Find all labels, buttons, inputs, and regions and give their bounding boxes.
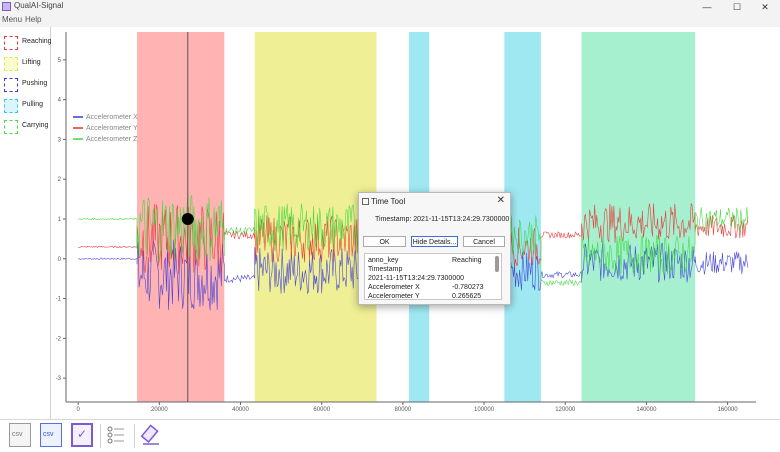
- x-tick-label: 140000: [636, 407, 657, 413]
- label-item-pushing[interactable]: Pushing: [1, 77, 49, 94]
- x-tick-label: 0: [77, 407, 81, 413]
- legend-label: Accelerometer Y: [86, 125, 138, 132]
- y-tick-label: 4: [58, 98, 62, 104]
- menu-item-menu[interactable]: Menu: [2, 15, 23, 24]
- checkmark-icon: ✓: [77, 427, 88, 441]
- dialog-close-button[interactable]: ✕: [496, 195, 505, 206]
- annotation-lifting: [254, 32, 377, 402]
- list-icon: [107, 426, 124, 444]
- x-tick-label: 100000: [474, 407, 495, 413]
- menu-bar: Menu Help: [0, 14, 780, 26]
- pulling-swatch-icon: [4, 99, 18, 113]
- detail-key: Timestamp: [368, 266, 403, 273]
- detail-key: Accelerometer X: [368, 284, 420, 291]
- lifting-swatch-icon: [4, 57, 18, 71]
- detail-row: anno_key Reaching: [368, 257, 488, 264]
- annotation-reaching: [137, 32, 225, 402]
- label-name: Pulling: [22, 101, 44, 108]
- label-name: Lifting: [22, 59, 41, 66]
- details-scrollbar[interactable]: [495, 256, 499, 272]
- detail-row: Timestamp: [368, 266, 488, 273]
- bottom-toolbar: csv csv ✓: [0, 419, 780, 452]
- y-tick-label: -2: [56, 336, 62, 342]
- y-tick-label: 0: [58, 257, 62, 263]
- export-csv-label: csv: [43, 431, 54, 438]
- detail-key: anno_key: [368, 257, 399, 264]
- label-item-lifting[interactable]: Lifting: [1, 56, 49, 73]
- detail-key: 2021-11-15T13:24:29.7300000: [368, 275, 465, 282]
- legend-label: Accelerometer Z: [86, 136, 138, 143]
- maximize-button[interactable]: ☐: [732, 2, 742, 12]
- detail-row: Accelerometer X -0.780273: [368, 284, 488, 291]
- detail-value: -0.780273: [452, 284, 484, 291]
- y-tick-label: 3: [58, 137, 62, 143]
- y-tick-label: 1: [58, 217, 62, 223]
- detail-row: 2021-11-15T13:24:29.7300000: [368, 275, 488, 282]
- y-tick-label: 5: [58, 58, 62, 64]
- label-name: Reaching: [22, 38, 52, 45]
- app-logo-icon: [2, 2, 11, 11]
- toolbar-separator: [100, 424, 101, 448]
- label-item-carrying[interactable]: Carrying: [1, 119, 49, 136]
- x-tick-label: 160000: [718, 407, 739, 413]
- label-list-button[interactable]: [106, 423, 128, 447]
- detail-key: Accelerometer Y: [368, 293, 420, 300]
- label-item-pulling[interactable]: Pulling: [1, 98, 49, 115]
- ok-button[interactable]: OK: [363, 236, 406, 247]
- title-bar: QualAI-Signal — ☐ ✕: [0, 0, 780, 14]
- export-csv-button[interactable]: csv: [40, 423, 62, 447]
- toolbar-separator: [134, 424, 135, 448]
- label-item-reaching[interactable]: Reaching: [1, 35, 52, 52]
- x-tick-label: 120000: [555, 407, 576, 413]
- x-tick-label: 60000: [313, 407, 330, 413]
- detail-value: 0.265625: [452, 293, 482, 300]
- import-csv-label: csv: [12, 431, 23, 438]
- cursor-marker: [181, 212, 194, 225]
- timestamp-text: Timestamp: 2021-11-15T13:24:29.7300000: [375, 216, 510, 223]
- legend-label: Accelerometer X: [86, 114, 138, 121]
- detail-row: Accelerometer Y 0.265625: [368, 293, 488, 300]
- eraser-button[interactable]: [140, 423, 162, 447]
- x-tick-label: 20000: [151, 407, 168, 413]
- label-name: Carrying: [22, 122, 49, 129]
- menu-item-help[interactable]: Help: [25, 15, 42, 24]
- dialog-app-icon: [362, 198, 369, 205]
- time-tool-dialog: Time Tool ✕ Timestamp: 2021-11-15T13:24:…: [358, 192, 511, 305]
- y-tick-label: 2: [58, 177, 62, 183]
- y-tick-label: -3: [56, 376, 62, 382]
- y-tick-label: -1: [56, 297, 62, 303]
- validate-button[interactable]: ✓: [71, 423, 93, 447]
- eraser-icon: [140, 424, 159, 445]
- details-text-area[interactable]: anno_key Reaching Timestamp 2021-11-15T13…: [364, 253, 502, 300]
- carrying-swatch-icon: [4, 120, 18, 134]
- label-sidebar: Reaching Lifting Pushing Pulling Carryin…: [0, 27, 52, 419]
- minimize-button[interactable]: —: [702, 2, 712, 12]
- reaching-swatch-icon: [4, 36, 18, 50]
- pushing-swatch-icon: [4, 78, 18, 92]
- x-tick-label: 40000: [232, 407, 249, 413]
- x-tick-label: 80000: [395, 407, 412, 413]
- dialog-title: Time Tool: [371, 197, 406, 206]
- hide-details-button[interactable]: Hide Details...: [411, 236, 458, 247]
- import-csv-button[interactable]: csv: [9, 423, 31, 447]
- detail-value: Reaching: [452, 257, 482, 264]
- cancel-button[interactable]: Cancel: [463, 236, 505, 247]
- label-name: Pushing: [22, 80, 48, 87]
- window-title: QualAI-Signal: [14, 1, 64, 10]
- close-window-button[interactable]: ✕: [761, 2, 769, 12]
